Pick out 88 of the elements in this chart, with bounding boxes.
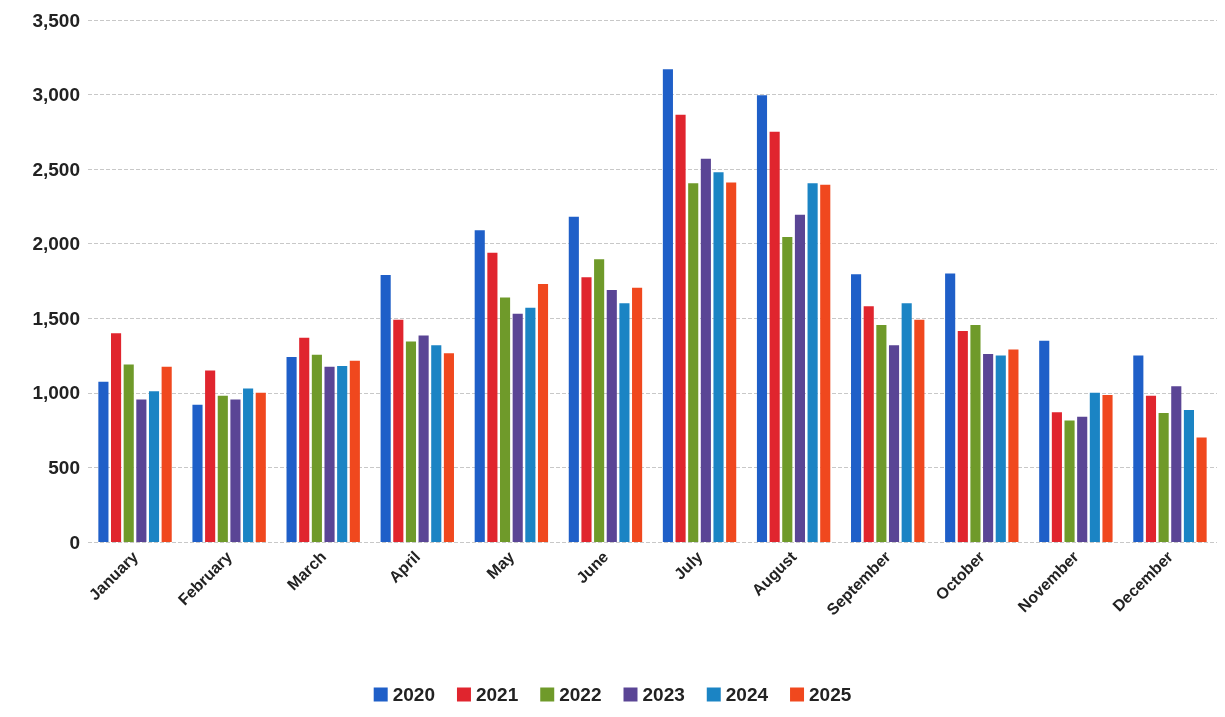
bar	[782, 237, 793, 542]
bar	[286, 357, 297, 542]
bar	[1158, 412, 1169, 542]
bar	[606, 289, 617, 542]
bar	[380, 275, 391, 542]
bar	[983, 354, 994, 542]
bar	[851, 274, 862, 542]
bar	[1133, 355, 1144, 542]
bar	[255, 392, 266, 542]
bar	[431, 345, 442, 542]
bar	[970, 325, 981, 542]
bar	[525, 307, 536, 542]
bar	[995, 355, 1006, 542]
bar	[98, 381, 109, 542]
bar	[581, 277, 592, 542]
bar	[888, 345, 900, 542]
y-tick-label: 3,500	[32, 9, 80, 31]
bar	[537, 283, 549, 542]
bar	[474, 230, 485, 542]
bar	[957, 330, 968, 542]
bar	[914, 319, 925, 542]
bar	[1039, 340, 1050, 542]
bar	[726, 182, 737, 542]
bar	[700, 158, 711, 542]
y-tick-label: 2,000	[32, 233, 80, 255]
bar	[675, 114, 686, 542]
x-tick-label: July	[670, 547, 706, 583]
bar	[794, 214, 806, 542]
bar	[405, 341, 417, 542]
bar	[111, 333, 122, 542]
bar	[324, 366, 335, 542]
bar	[1196, 437, 1207, 542]
bar	[443, 353, 454, 542]
bar	[1051, 412, 1062, 542]
bar	[1102, 395, 1113, 542]
bar	[148, 391, 160, 542]
bar	[243, 388, 254, 542]
bar	[161, 366, 172, 542]
y-tick-label: 0	[69, 531, 80, 553]
bar	[1064, 420, 1075, 542]
bar	[901, 303, 912, 542]
bar	[136, 399, 147, 542]
bar	[311, 354, 322, 542]
bar	[123, 364, 134, 542]
bar	[499, 297, 511, 542]
bar	[756, 95, 768, 542]
y-tick-label: 1,500	[32, 307, 80, 329]
bar	[1008, 349, 1019, 542]
bar	[769, 131, 780, 542]
bar	[662, 69, 673, 542]
bar	[230, 399, 241, 542]
bar	[688, 183, 699, 542]
bar	[393, 319, 404, 542]
bar	[1077, 416, 1088, 542]
bar	[299, 337, 310, 542]
bar	[945, 273, 956, 542]
bar	[713, 172, 724, 542]
bar	[863, 306, 874, 542]
bar	[217, 395, 228, 542]
bar	[349, 360, 360, 542]
bar	[1183, 410, 1194, 542]
legend-label: 2024	[725, 684, 769, 705]
bar	[487, 252, 498, 542]
x-tick-label: May	[483, 547, 518, 583]
bar	[192, 404, 203, 542]
bar	[568, 216, 579, 542]
bar	[512, 313, 523, 542]
legend-label: 2022	[559, 684, 602, 705]
bar	[418, 335, 429, 542]
legend-label: 2021	[475, 684, 519, 705]
legend-label: 2023	[642, 684, 685, 705]
bar	[1171, 386, 1182, 542]
bar	[820, 184, 831, 542]
bar	[619, 303, 630, 542]
bar	[337, 366, 348, 542]
bar	[1089, 392, 1100, 542]
legend-label: 2025	[809, 684, 852, 705]
y-tick-label: 3,000	[32, 84, 80, 106]
bar	[807, 183, 818, 542]
y-tick-label: 1,000	[32, 382, 80, 404]
bar	[876, 325, 887, 542]
legend-label: 2020	[392, 684, 435, 705]
bar	[1145, 395, 1157, 542]
bar	[205, 370, 216, 542]
y-tick-label: 500	[48, 456, 80, 478]
bar	[594, 259, 605, 542]
bar	[632, 287, 643, 542]
y-tick-label: 2,500	[32, 158, 80, 180]
